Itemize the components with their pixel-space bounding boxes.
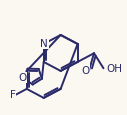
Text: OH: OH xyxy=(107,64,123,74)
Text: O: O xyxy=(18,73,27,82)
Text: O: O xyxy=(81,65,90,75)
Text: F: F xyxy=(10,89,16,99)
Text: N: N xyxy=(40,39,48,49)
